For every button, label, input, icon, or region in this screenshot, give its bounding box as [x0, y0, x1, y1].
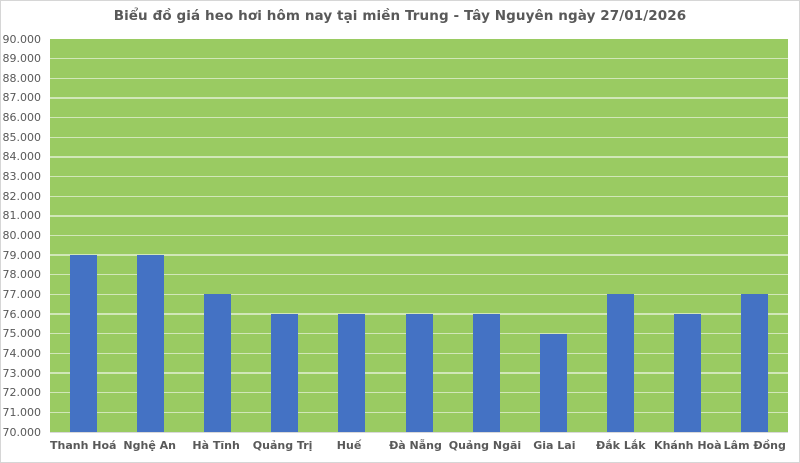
y-tick-label: 88.000	[2, 71, 42, 85]
x-category-label: Đắk Lắk	[596, 439, 646, 452]
y-tick-label: 78.000	[2, 268, 42, 282]
gridline	[50, 215, 788, 217]
x-category-label: Đà Nẵng	[389, 439, 442, 452]
gridline	[50, 136, 788, 138]
y-tick-label: 72.000	[2, 386, 42, 400]
y-tick-label: 70.000	[2, 425, 42, 439]
chart-bar	[539, 333, 567, 432]
gridline	[50, 175, 788, 178]
y-tick-label: 82.000	[2, 189, 42, 203]
y-tick-label: 83.000	[2, 170, 42, 184]
x-category-label: Quảng Trị	[252, 439, 313, 452]
x-axis: Thanh Hoá Nghệ An Hà Tĩnh Quảng Trị Huế Đà Nẵ…	[50, 437, 788, 459]
chart-bar	[606, 294, 634, 432]
y-tick-label: 76.000	[2, 307, 42, 321]
x-category-label: Lâm Đồng	[723, 439, 786, 452]
y-tick-label: 84.000	[2, 150, 42, 164]
y-tick-label: 79.000	[2, 248, 42, 262]
x-category-label: Gia Lai	[533, 439, 576, 452]
x-category-label: Khánh Hoà	[654, 439, 722, 452]
gridline	[50, 77, 788, 79]
y-axis: 90.000 89.000 88.000 87.000 86.000 85.000 84.0…	[1, 1, 42, 462]
y-tick-label: 80.000	[2, 229, 42, 242]
chart-bar	[472, 314, 500, 432]
gridline	[50, 97, 788, 99]
chart-bar	[204, 294, 232, 432]
y-tick-label: 71.000	[2, 405, 42, 419]
y-tick-label: 75.000	[2, 327, 42, 341]
chart-bar	[405, 314, 433, 432]
y-tick-label: 87.000	[2, 91, 42, 105]
gridline	[50, 57, 788, 60]
y-tick-label: 85.000	[2, 130, 42, 144]
chart-bar	[673, 314, 701, 432]
y-tick-label: 81.000	[2, 209, 42, 223]
y-tick-label: 77.000	[2, 287, 42, 301]
gridline	[50, 156, 788, 158]
y-tick-label: 89.000	[2, 52, 42, 66]
y-tick-label: 73.000	[2, 366, 42, 380]
x-category-label: Quảng Ngãi	[448, 439, 522, 452]
gridline	[50, 254, 788, 256]
chart-bar	[137, 255, 165, 432]
x-category-label: Nghệ An	[123, 439, 176, 452]
chart-bar	[70, 255, 98, 432]
chart-title: Biểu đồ giá heo hơi hôm nay tại miền Tru…	[113, 8, 687, 24]
chart-bar	[740, 294, 768, 432]
y-tick-label: 90.000	[2, 32, 42, 46]
chart-bar	[271, 314, 299, 432]
gridline	[50, 195, 788, 197]
y-tick-label: 74.000	[2, 346, 42, 360]
gridline	[50, 274, 788, 276]
gridline	[50, 313, 788, 315]
y-tick-label: 86.000	[2, 111, 42, 125]
plot-area	[50, 39, 788, 433]
chart-bar	[338, 314, 366, 432]
gridline	[50, 234, 788, 237]
gridline	[50, 116, 788, 119]
x-category-label: Hà Tĩnh	[192, 439, 240, 452]
x-category-label: Huế	[336, 439, 362, 452]
x-category-label: Thanh Hoá	[50, 439, 117, 452]
gridline	[50, 293, 788, 296]
